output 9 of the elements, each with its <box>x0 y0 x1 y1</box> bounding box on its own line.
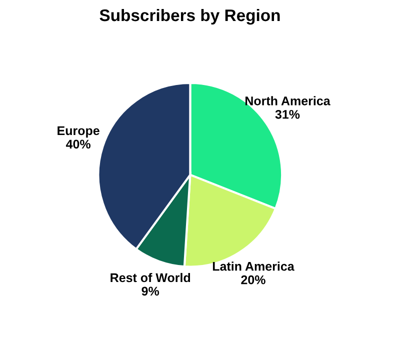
slice-label: Rest of World <box>110 272 190 282</box>
chart-title: Subscribers by Region <box>100 8 280 25</box>
data-label: 20% <box>241 275 266 284</box>
slice-label: Latin America <box>212 262 294 271</box>
slice-label: North America <box>245 96 330 106</box>
data-label: 31% <box>275 110 300 119</box>
data-label: 40% <box>66 140 90 149</box>
data-label: 9% <box>142 286 160 296</box>
slice-label: Europe <box>58 126 100 138</box>
